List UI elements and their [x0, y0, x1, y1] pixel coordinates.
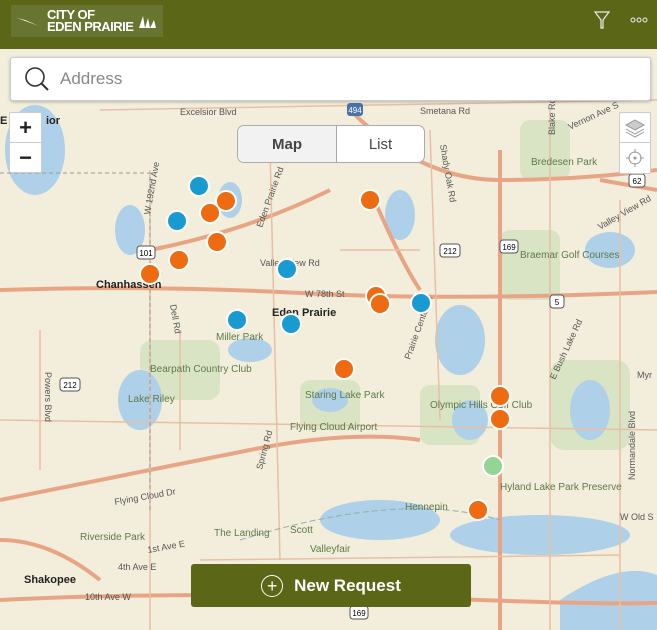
request-markers[interactable]	[139, 175, 511, 521]
place-label: Lake Riley	[128, 394, 175, 405]
zoom-out-button[interactable]: −	[19, 145, 32, 170]
request-marker-open[interactable]	[199, 202, 221, 224]
city-logo[interactable]: CITY OF EDEN PRAIRIE	[11, 5, 163, 37]
layers-button[interactable]	[620, 113, 650, 143]
shield: 212	[63, 381, 77, 390]
layers-icon	[624, 118, 646, 138]
shield: 212	[443, 247, 457, 256]
request-marker-open[interactable]	[168, 249, 190, 271]
place-label: Staring Lake Park	[305, 390, 385, 401]
city-label: E	[0, 115, 7, 127]
request-marker-open[interactable]	[489, 408, 511, 430]
shield: 169	[352, 609, 366, 618]
search-icon	[25, 67, 49, 91]
request-marker-in-progress[interactable]	[226, 309, 248, 331]
road-label: Normandale Blvd	[627, 411, 637, 480]
prairie-grass-icon	[139, 16, 157, 28]
tab-list[interactable]: List	[368, 135, 393, 153]
app-header: CITY OF EDEN PRAIRIE	[0, 0, 657, 49]
plus-circle-icon: +	[261, 574, 284, 597]
request-marker-open[interactable]	[359, 189, 381, 211]
locate-icon	[626, 149, 644, 167]
logo-line1: CITY OF	[47, 7, 95, 22]
place-label: Bearpath Country Club	[150, 364, 252, 375]
shield: 169	[502, 243, 516, 252]
shield: 101	[139, 249, 153, 258]
request-marker-open[interactable]	[139, 263, 161, 285]
request-marker-open[interactable]	[206, 231, 228, 253]
city-label: Eden Prairie	[272, 307, 336, 319]
request-marker-in-progress[interactable]	[188, 175, 210, 197]
place-label: Flying Cloud Airport	[290, 422, 377, 433]
place-label: Valleyfair	[310, 544, 351, 555]
request-marker-in-progress[interactable]	[410, 292, 432, 314]
road-label: W 78th St	[305, 289, 345, 299]
map-tools	[619, 112, 651, 174]
city-label: Shakopee	[24, 574, 76, 586]
logo-line2: EDEN PRAIRIE	[47, 19, 134, 34]
request-marker-in-progress[interactable]	[280, 313, 302, 335]
county-line	[0, 172, 151, 510]
lakes	[5, 105, 657, 630]
place-label: Scott	[290, 525, 313, 536]
zoom-in-button[interactable]: +	[10, 113, 41, 143]
zoom-controls: + −	[9, 112, 42, 173]
request-marker-open[interactable]	[369, 293, 391, 315]
address-input[interactable]	[60, 69, 650, 89]
request-marker-in-progress[interactable]	[166, 210, 188, 232]
view-toggle: Map List	[237, 125, 425, 163]
highway-shields: 494 212 212 169 169 101 5 62 169	[59, 103, 646, 620]
shield: 62	[633, 177, 642, 186]
shield: 494	[348, 106, 362, 115]
request-marker-open[interactable]	[467, 499, 489, 521]
place-label: Olympic Hills Golf Club	[430, 400, 533, 411]
request-marker-in-progress[interactable]	[276, 258, 298, 280]
tab-map[interactable]: Map	[238, 126, 337, 162]
place-label: Hyland Lake Park Preserve	[500, 482, 622, 493]
road-label: Blake Rd	[547, 98, 557, 135]
road-label: 10th Ave W	[85, 592, 131, 602]
request-marker-open[interactable]	[333, 358, 355, 380]
bird-icon	[17, 18, 39, 26]
place-label: Riverside Park	[80, 532, 146, 543]
address-search[interactable]	[10, 57, 651, 101]
place-label: Hennepin	[405, 502, 448, 513]
place-label: The Landing	[214, 528, 270, 539]
city-label: ior	[46, 115, 61, 127]
place-label: Braemar Golf Courses	[520, 250, 619, 261]
request-marker-closed[interactable]	[482, 455, 504, 477]
locate-button[interactable]	[620, 143, 650, 173]
request-marker-open[interactable]	[215, 190, 237, 212]
road-label: Myr	[637, 370, 652, 380]
place-label: Bredesen Park	[531, 157, 598, 168]
road-label: 4th Ave E	[118, 562, 156, 572]
filter-icon[interactable]	[594, 11, 610, 29]
shield: 5	[555, 298, 560, 307]
road-label: Excelsior Blvd	[180, 107, 237, 117]
more-icon[interactable]	[630, 17, 648, 23]
road-label: Smetana Rd	[420, 106, 470, 116]
new-request-button[interactable]: + New Request	[191, 564, 471, 607]
place-label: Miller Park	[216, 332, 264, 343]
new-request-label: New Request	[294, 575, 401, 595]
road-label: Powers Blvd	[43, 372, 53, 422]
road-label: W Old S	[620, 512, 654, 522]
request-marker-open[interactable]	[489, 385, 511, 407]
